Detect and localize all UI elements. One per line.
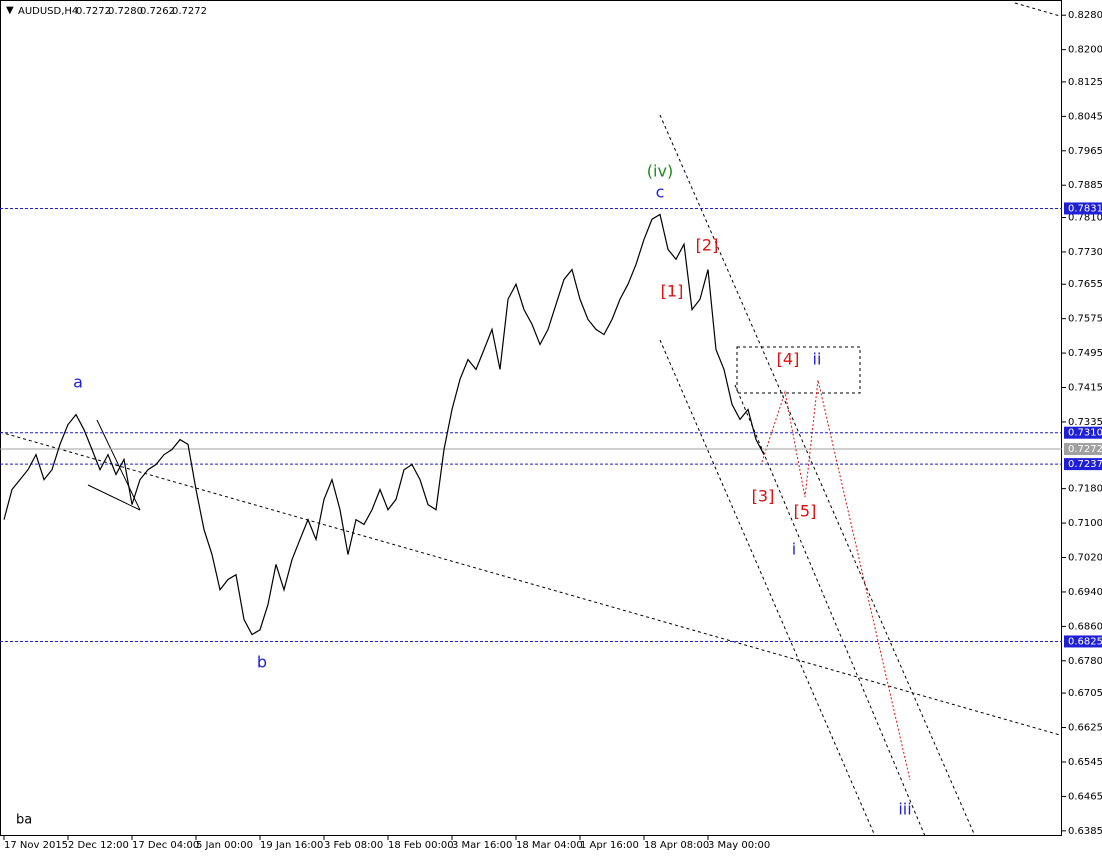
wave-label: [5] xyxy=(794,502,817,521)
level-label-box xyxy=(1064,202,1102,215)
y-tick-label: 0.6705 xyxy=(1068,688,1102,699)
trend-line xyxy=(659,339,876,837)
wave-label: ii xyxy=(813,350,822,369)
wave-label: c xyxy=(656,183,665,202)
level-label-box xyxy=(1064,443,1102,456)
corner-label: ba xyxy=(16,813,32,828)
x-tick-label: 5 Jan 00:00 xyxy=(196,840,253,851)
y-tick-label: 0.7020 xyxy=(1068,553,1102,564)
y-tick-label: 0.6940 xyxy=(1068,587,1102,598)
level-label-box xyxy=(1064,635,1102,648)
level-label: 0.7831 xyxy=(1068,203,1102,214)
trend-lines xyxy=(0,2,1061,837)
wave-label: [4] xyxy=(777,350,800,369)
y-tick-label: 0.7180 xyxy=(1068,484,1102,495)
ohlc-value: 0.7262 xyxy=(140,6,175,17)
x-tick-label: 17 Dec 04:00 xyxy=(132,840,199,851)
wave-label: i xyxy=(792,540,796,559)
y-tick-label: 0.6860 xyxy=(1068,621,1102,632)
trend-segment xyxy=(87,484,141,511)
y-tick-label: 0.6780 xyxy=(1068,656,1102,667)
trend-line xyxy=(1014,2,1061,17)
trend-line xyxy=(0,431,1061,736)
plot-frame xyxy=(0,0,1062,836)
x-tick-label: 3 May 00:00 xyxy=(708,840,770,851)
level-label: 0.7310 xyxy=(1068,428,1102,439)
wave-label: a xyxy=(73,373,83,392)
wave-label: [1] xyxy=(661,282,684,301)
target-box xyxy=(736,346,861,394)
x-tick-label: 2 Dec 12:00 xyxy=(68,840,129,851)
x-tick-label: 1 Apr 16:00 xyxy=(580,840,639,851)
y-tick-label: 0.7810 xyxy=(1068,212,1102,223)
y-tick-label: 0.7100 xyxy=(1068,518,1102,529)
x-tick-label: 18 Mar 04:00 xyxy=(516,840,583,851)
level-label: 0.7272 xyxy=(1068,444,1102,455)
x-tick-label: 18 Feb 00:00 xyxy=(388,840,454,851)
y-tick-label: 0.7575 xyxy=(1068,314,1102,325)
y-tick-label: 0.7415 xyxy=(1068,383,1102,394)
y-tick-label: 0.7495 xyxy=(1068,348,1102,359)
y-tick-label: 0.6545 xyxy=(1068,757,1102,768)
ohlc-value: 0.7272 xyxy=(172,6,207,17)
trend-segment xyxy=(96,419,141,511)
y-tick-label: 0.7965 xyxy=(1068,146,1102,157)
y-tick-label: 0.6625 xyxy=(1068,723,1102,734)
y-tick-label: 0.6385 xyxy=(1068,826,1102,837)
y-tick-label: 0.8045 xyxy=(1068,111,1102,122)
x-tick-label: 3 Mar 16:00 xyxy=(452,840,512,851)
wave-label: [3] xyxy=(752,487,775,506)
level-label-box xyxy=(1064,458,1102,471)
ohlc-value: 0.7280 xyxy=(108,6,143,17)
y-tick-label: 0.7730 xyxy=(1068,247,1102,258)
y-tick-label: 0.8280 xyxy=(1068,10,1102,21)
x-tick-label: 18 Apr 08:00 xyxy=(644,840,709,851)
wave-label: (iv) xyxy=(647,162,673,181)
ohlc-value: 0.7272 xyxy=(76,6,111,17)
level-label: 0.6825 xyxy=(1068,636,1102,647)
projection-path xyxy=(761,379,911,781)
trend-line xyxy=(659,114,976,837)
header-triangle: ▼ xyxy=(6,5,14,16)
y-tick-label: 0.8125 xyxy=(1068,77,1102,88)
x-tick-label: 19 Jan 16:00 xyxy=(260,840,323,851)
wave-label: iii xyxy=(898,800,911,819)
wave-label: b xyxy=(257,653,267,672)
y-tick-label: 0.7335 xyxy=(1068,417,1102,428)
symbol-title: AUDUSD,H4 xyxy=(18,6,78,17)
price-line xyxy=(3,213,765,636)
wave-label: [2] xyxy=(696,236,719,255)
level-label-box xyxy=(1064,426,1102,439)
x-tick-label: 3 Feb 08:00 xyxy=(324,840,383,851)
y-tick-label: 0.7885 xyxy=(1068,180,1102,191)
y-tick-label: 0.6465 xyxy=(1068,791,1102,802)
y-tick-label: 0.8200 xyxy=(1068,45,1102,56)
level-label: 0.7237 xyxy=(1068,459,1102,470)
y-tick-label: 0.7655 xyxy=(1068,279,1102,290)
x-tick-label: 17 Nov 2015 xyxy=(4,840,68,851)
